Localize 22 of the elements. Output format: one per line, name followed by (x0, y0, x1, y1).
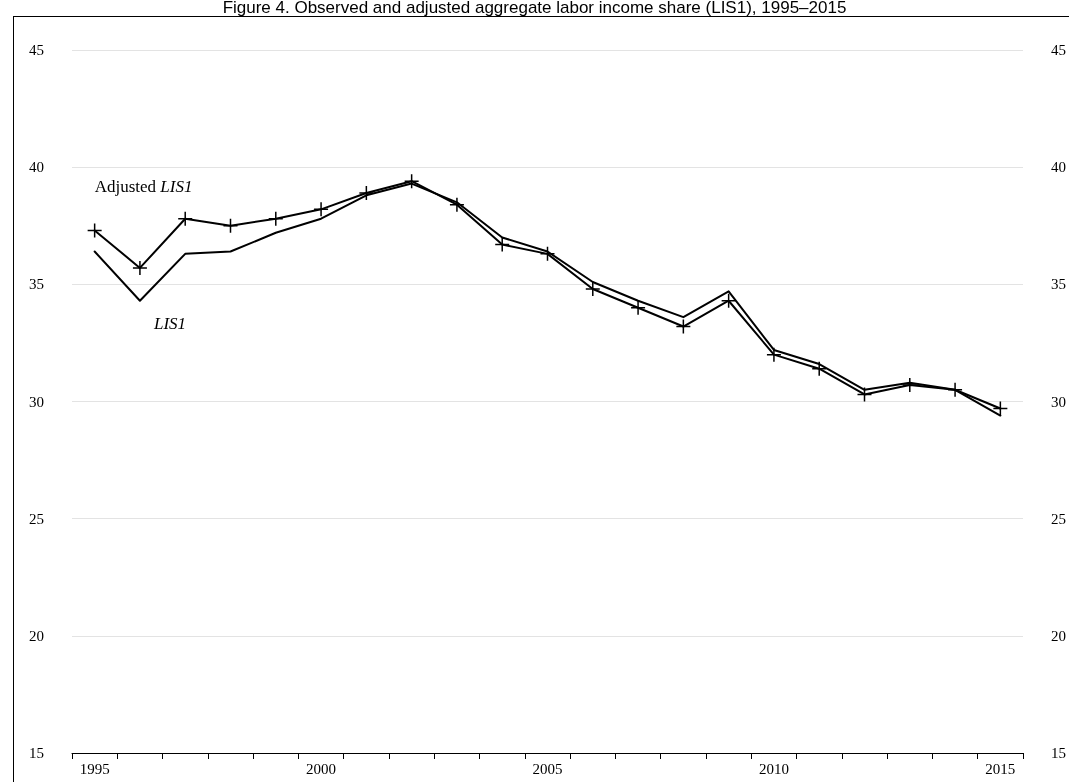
x-tick-label: 1995 (79, 760, 110, 777)
y-tick-label: 45 (29, 42, 44, 58)
y2-tick-label: 45 (1051, 42, 1066, 58)
y-tick-label: 20 (29, 627, 44, 644)
x-tick-label: 2005 (532, 760, 563, 777)
series-label: Adjusted LIS1 (94, 177, 193, 197)
y2-tick-label: 20 (1051, 627, 1066, 644)
x-tick-label: 2010 (758, 760, 789, 777)
x-tick-label: 2015 (985, 760, 1016, 777)
y2-tick-label: 35 (1051, 276, 1066, 293)
y-tick-label: 15 (29, 745, 44, 761)
y-tick-label: 35 (29, 276, 44, 293)
y2-tick-label: 30 (1051, 393, 1066, 410)
series-label: LIS1 (152, 313, 187, 333)
y-tick-label: 30 (29, 393, 44, 410)
x-tick-label: 2000 (306, 760, 337, 777)
y2-tick-label: 40 (1051, 159, 1066, 176)
y2-tick-label: 25 (1051, 510, 1066, 527)
y2-tick-label: 15 (1051, 745, 1066, 761)
chart-title: Figure 4. Observed and adjusted aggregate labor income share (LIS1), 1995–2015 (221, 0, 848, 18)
y-tick-label: 25 (29, 510, 44, 527)
y-tick-label: 40 (29, 159, 44, 176)
